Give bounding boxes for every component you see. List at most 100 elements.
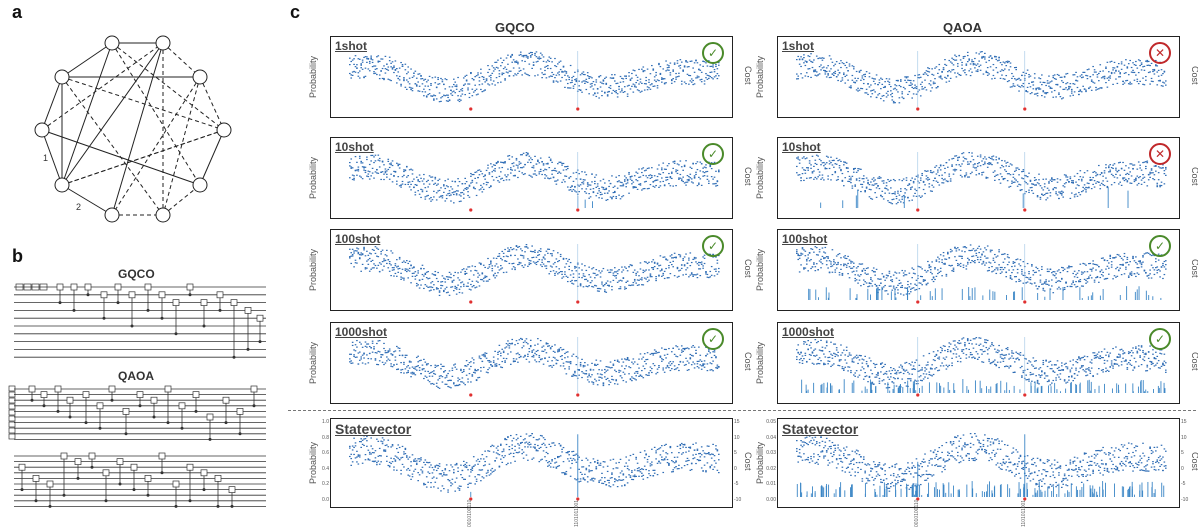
- cost-point: [857, 168, 859, 170]
- cost-point: [659, 181, 662, 183]
- cost-point: [1072, 181, 1074, 184]
- cost-point: [1115, 167, 1117, 169]
- cost-point: [1160, 266, 1163, 268]
- cost-point: [396, 162, 398, 164]
- cost-point: [841, 77, 844, 79]
- cost-point: [430, 95, 432, 97]
- cost-point: [672, 185, 675, 187]
- cost-point: [430, 83, 432, 85]
- cost-point: [559, 80, 562, 82]
- cost-point: [631, 77, 633, 79]
- cost-point: [434, 274, 437, 276]
- cost-point: [1152, 172, 1154, 174]
- cost-point: [898, 272, 901, 274]
- cost-point: [451, 94, 454, 96]
- cost-point: [1049, 81, 1052, 83]
- cost-point: [678, 177, 680, 179]
- cost-point: [882, 198, 885, 200]
- cost-point: [814, 162, 817, 165]
- cost-point: [551, 71, 553, 74]
- cost-point: [1110, 264, 1113, 266]
- cost-point: [928, 83, 931, 85]
- cost-point: [956, 263, 959, 265]
- cost-point: [532, 261, 535, 263]
- cost-point: [1038, 286, 1040, 288]
- cost-point: [364, 169, 367, 172]
- cost-point: [890, 279, 892, 281]
- cost-point: [1142, 256, 1144, 258]
- cost-point: [1026, 91, 1029, 93]
- cost-point: [477, 272, 479, 274]
- cost-point: [394, 263, 397, 265]
- cost-point: [648, 269, 650, 271]
- cost-point: [645, 175, 647, 177]
- cost-point: [1103, 278, 1106, 280]
- cost-point: [595, 285, 598, 287]
- cost-point: [965, 172, 968, 174]
- cost-point: [1033, 282, 1036, 284]
- cost-point: [835, 61, 838, 63]
- cost-point: [888, 180, 891, 182]
- cost-point: [1086, 69, 1089, 71]
- cost-point: [813, 251, 815, 253]
- cost-point: [488, 172, 491, 174]
- cost-point: [451, 188, 454, 190]
- cost-point: [475, 171, 478, 173]
- cost-point: [992, 69, 995, 71]
- cost-point: [823, 179, 825, 181]
- cost-point: [696, 168, 699, 171]
- cost-point: [417, 284, 419, 286]
- cost-point: [632, 91, 635, 93]
- cost-point: [1155, 65, 1157, 67]
- cost-point: [413, 372, 415, 374]
- cost-point: [887, 189, 889, 191]
- cost-point: [1035, 179, 1037, 181]
- cost-point: [867, 179, 869, 181]
- cost-point: [532, 251, 535, 253]
- cost-point: [512, 165, 515, 167]
- cost-point: [975, 249, 978, 251]
- cost-point: [618, 180, 620, 182]
- cost-point: [1056, 194, 1059, 196]
- cost-point: [438, 83, 441, 85]
- cost-point: [858, 71, 861, 73]
- cost-point: [383, 347, 385, 350]
- cost-point: [468, 184, 471, 186]
- cost-point: [1095, 175, 1097, 177]
- cost-point: [995, 156, 998, 158]
- cost-point: [1048, 270, 1050, 273]
- cost-point: [521, 60, 523, 62]
- cost-point: [548, 248, 551, 250]
- cost-point: [855, 267, 858, 269]
- cost-point: [615, 82, 618, 85]
- cost-point: [651, 167, 653, 169]
- cost-point: [937, 269, 939, 271]
- cost-point: [956, 63, 959, 65]
- cost-point: [440, 77, 442, 80]
- cost-point: [1008, 80, 1010, 82]
- cost-point: [468, 92, 471, 95]
- cost-point: [381, 261, 384, 263]
- cost-point: [517, 61, 519, 63]
- cost-point: [947, 251, 949, 253]
- cost-point: [858, 89, 861, 91]
- cost-point: [582, 179, 585, 181]
- cost-point: [1059, 280, 1062, 283]
- cost-point: [976, 69, 979, 71]
- cost-point: [813, 71, 815, 73]
- cost-point: [408, 77, 411, 79]
- cost-point: [414, 368, 417, 370]
- cost-point: [716, 259, 719, 261]
- cost-point: [467, 266, 469, 268]
- cost-point: [378, 74, 381, 76]
- cost-point: [895, 195, 898, 198]
- cost-point: [351, 341, 354, 343]
- cost-point: [427, 179, 429, 181]
- cost-point: [367, 57, 370, 60]
- cost-point: [918, 266, 921, 268]
- cost-point: [394, 69, 397, 71]
- cost-point: [1039, 78, 1042, 80]
- cost-point: [679, 173, 682, 176]
- cost-point: [1059, 86, 1062, 88]
- cost-point: [635, 274, 637, 276]
